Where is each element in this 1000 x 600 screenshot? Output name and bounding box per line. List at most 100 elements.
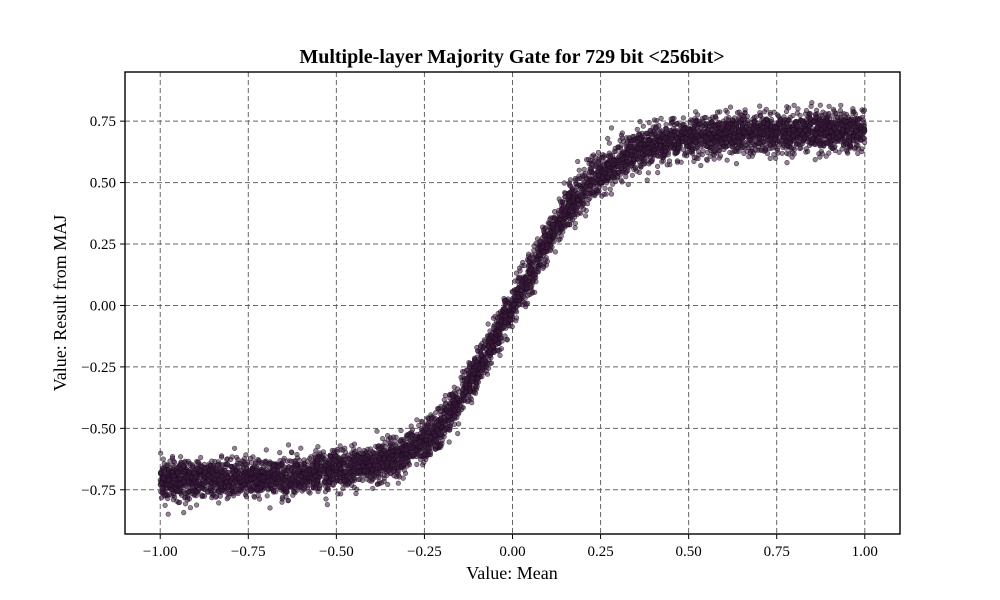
data-point [556, 237, 562, 243]
data-point [273, 489, 279, 495]
data-point [550, 222, 556, 228]
data-point [353, 490, 359, 497]
data-point [382, 439, 388, 446]
data-point [860, 135, 867, 141]
data-point [552, 249, 559, 255]
data-point [680, 121, 686, 127]
data-point [561, 180, 567, 186]
data-point [374, 428, 380, 434]
data-point [619, 130, 625, 136]
data-point [194, 502, 200, 508]
data-point [329, 447, 335, 454]
data-point [799, 140, 806, 147]
data-point [804, 148, 811, 154]
data-point [664, 162, 670, 168]
data-point [629, 172, 636, 178]
data-point [395, 480, 401, 486]
data-point [396, 474, 403, 480]
data-point [285, 497, 291, 504]
data-point [724, 157, 730, 163]
data-point [625, 181, 631, 187]
data-point [416, 422, 422, 429]
data-point [398, 427, 404, 434]
data-point [217, 467, 223, 473]
data-point [720, 121, 726, 127]
data-point [265, 487, 271, 493]
data-point [666, 158, 673, 164]
data-point [327, 453, 334, 460]
data-point [818, 148, 824, 154]
data-point [341, 456, 347, 462]
data-point [298, 445, 304, 451]
data-point [504, 337, 510, 343]
data-point [655, 170, 661, 176]
data-point [219, 462, 225, 468]
data-point [603, 180, 610, 186]
data-point [418, 457, 424, 463]
data-point [263, 447, 269, 453]
data-point [624, 158, 631, 164]
data-point [158, 495, 165, 501]
data-point [779, 141, 785, 147]
data-point [694, 131, 700, 137]
data-point [267, 505, 273, 511]
data-point [786, 105, 792, 111]
data-point [757, 103, 763, 109]
data-point [607, 186, 613, 192]
data-point [646, 119, 652, 126]
data-point [324, 502, 331, 508]
data-point [322, 456, 329, 463]
data-point [264, 493, 270, 499]
data-point [746, 154, 752, 160]
data-point [442, 392, 449, 399]
data-point [678, 159, 684, 165]
data-point [704, 149, 711, 155]
data-point [640, 123, 646, 129]
data-point [248, 455, 254, 461]
data-point [572, 225, 578, 231]
data-point [455, 430, 461, 437]
data-point [794, 110, 800, 116]
data-point [608, 125, 615, 131]
data-point [826, 150, 832, 156]
data-point [771, 152, 777, 158]
data-point [692, 109, 699, 115]
data-point [513, 318, 519, 324]
data-point [502, 298, 508, 304]
data-point [177, 499, 183, 505]
data-point [576, 167, 582, 173]
data-point [783, 108, 790, 115]
data-point [315, 444, 321, 450]
data-point [228, 456, 234, 463]
data-point [817, 102, 823, 108]
data-point [277, 450, 283, 456]
data-point [590, 152, 597, 158]
data-point [160, 475, 166, 481]
data-point [296, 457, 302, 463]
data-point [645, 170, 652, 176]
data-point [216, 500, 222, 506]
data-point [714, 109, 721, 115]
data-point [727, 149, 733, 156]
data-point [158, 450, 164, 456]
data-point [767, 155, 773, 161]
data-point [497, 352, 503, 359]
data-point [581, 166, 587, 172]
data-point [698, 120, 704, 126]
data-point [219, 453, 225, 459]
data-point [414, 461, 420, 468]
data-point [605, 135, 611, 142]
data-point [636, 169, 643, 175]
data-point [158, 480, 165, 486]
data-point [723, 107, 729, 113]
data-point [658, 115, 664, 121]
scatter-points [157, 100, 868, 517]
data-point [232, 445, 238, 451]
data-point [680, 115, 687, 121]
data-point [385, 481, 391, 488]
data-point [789, 154, 795, 160]
data-point [323, 496, 329, 502]
data-point [850, 106, 856, 112]
data-point [644, 177, 650, 183]
